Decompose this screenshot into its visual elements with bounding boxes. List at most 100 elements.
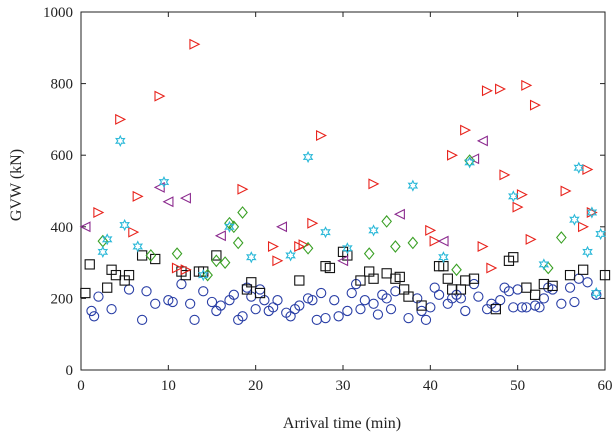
data-point-triangle-right	[560, 185, 572, 197]
data-point-triangle-right	[477, 241, 489, 252]
data-point-triangle-right	[516, 189, 528, 201]
data-point-square	[442, 273, 453, 284]
data-point-circle	[508, 302, 519, 313]
data-point-square	[578, 264, 589, 275]
data-point-triangle-right	[316, 130, 327, 141]
data-point-circle	[433, 289, 445, 300]
data-point-circle	[591, 289, 602, 300]
data-point-star	[595, 227, 606, 241]
data-point-diamond	[145, 249, 157, 262]
data-point-circle	[206, 296, 218, 308]
data-point-triangle-right	[578, 221, 589, 233]
data-point-square	[123, 269, 135, 281]
data-point-diamond	[219, 256, 231, 269]
data-point-diamond	[302, 241, 314, 255]
data-point-circle	[228, 289, 239, 300]
data-point-triangle-right	[189, 38, 201, 50]
data-point-triangle-left	[179, 192, 191, 204]
data-point-square	[508, 252, 519, 263]
data-point-star	[538, 258, 550, 271]
data-point-circle	[582, 277, 593, 288]
x-tick-label: 50	[510, 378, 525, 394]
data-point-square	[355, 275, 366, 286]
data-point-triangle-right	[128, 226, 140, 238]
data-point-star	[368, 224, 379, 237]
data-point-triangle-left	[79, 221, 91, 233]
data-point-diamond	[390, 240, 401, 253]
data-point-circle	[302, 293, 314, 304]
data-point-circle	[564, 282, 576, 293]
data-point-diamond	[237, 206, 248, 219]
data-point-circle	[320, 312, 331, 324]
data-point-triangle-left	[214, 230, 226, 242]
y-axis-label: GVW (kN)	[8, 149, 25, 221]
data-point-star	[320, 226, 331, 239]
axis-ticks	[80, 11, 606, 371]
data-point-triangle-left	[476, 135, 488, 147]
data-point-circle	[106, 303, 117, 315]
data-point-triangle-right	[460, 124, 472, 136]
data-point-triangle-left	[162, 196, 174, 208]
data-point-diamond	[232, 236, 244, 250]
data-point-square	[110, 269, 122, 281]
data-point-circle	[176, 278, 187, 290]
data-point-diamond	[171, 247, 183, 261]
data-point-triangle-right	[425, 224, 437, 236]
data-point-star	[285, 249, 296, 262]
data-point-circle	[342, 305, 353, 317]
data-point-circle	[495, 295, 506, 306]
data-point-square	[84, 259, 95, 270]
data-point-circle	[534, 302, 545, 313]
data-point-circle	[346, 287, 357, 299]
data-point-star	[438, 251, 449, 264]
data-point-triangle-right	[298, 239, 310, 251]
data-point-triangle-right	[368, 178, 380, 190]
data-point-circle	[359, 295, 370, 306]
data-point-triangle-right	[429, 235, 441, 247]
data-point-triangle-right	[93, 206, 105, 218]
data-point-triangle-right	[582, 164, 594, 176]
data-point-circle	[307, 295, 318, 306]
data-point-circle	[167, 296, 178, 308]
data-point-square	[564, 269, 576, 281]
data-point-square	[246, 277, 257, 288]
y-tick-label: 1000	[43, 5, 73, 21]
y-tick-label: 0	[66, 363, 74, 379]
data-point-circle	[355, 303, 366, 315]
data-point-triangle-right	[237, 183, 249, 195]
data-point-circle	[237, 311, 248, 322]
data-point-triangle-right	[499, 169, 511, 181]
data-point-triangle-left	[276, 221, 288, 233]
data-point-diamond	[407, 236, 419, 250]
data-point-square	[381, 268, 392, 279]
data-point-triangle-right	[481, 85, 493, 97]
data-point-circle	[416, 305, 427, 317]
data-point-triangle-right	[447, 149, 458, 161]
data-point-square	[460, 275, 471, 286]
data-point-square	[136, 250, 148, 261]
data-point-star	[407, 179, 419, 192]
data-point-circle	[163, 295, 174, 306]
data-point-circle	[294, 300, 305, 311]
data-point-square	[102, 282, 113, 293]
data-point-square	[416, 300, 427, 311]
data-point-triangle-right	[307, 217, 319, 229]
data-point-triangle-right	[171, 262, 183, 274]
data-point-triangle-right	[525, 233, 537, 245]
x-tick-label: 30	[336, 378, 351, 394]
data-point-triangle-right	[272, 255, 284, 267]
data-point-star	[586, 206, 598, 219]
data-point-star	[115, 134, 126, 147]
data-point-circle	[403, 312, 414, 324]
data-point-circle	[385, 303, 397, 315]
data-point-star	[464, 156, 475, 169]
y-tick-label: 400	[51, 220, 74, 236]
data-point-square	[394, 271, 405, 283]
data-point-circle	[368, 298, 379, 309]
data-point-triangle-right	[115, 113, 127, 125]
data-point-circle	[381, 293, 392, 304]
data-point-square	[529, 289, 541, 300]
data-point-circle	[150, 298, 161, 309]
data-point-circle	[425, 302, 436, 313]
